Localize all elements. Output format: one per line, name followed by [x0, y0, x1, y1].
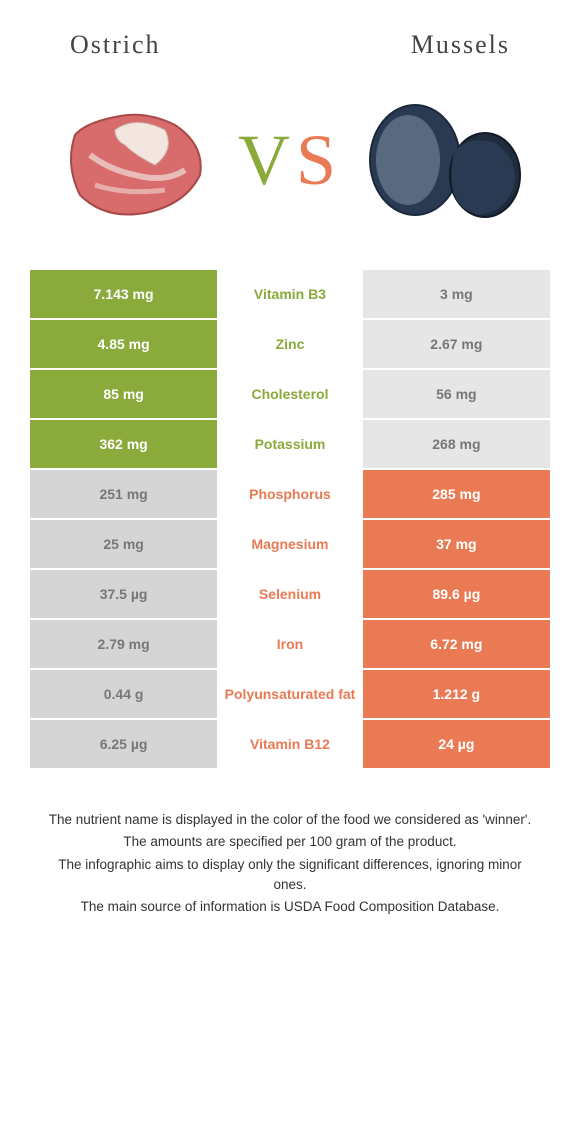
left-value: 6.25 µg — [30, 720, 217, 768]
right-value: 6.72 mg — [363, 620, 550, 668]
table-row: 7.143 mgVitamin B33 mg — [30, 270, 550, 318]
right-food-image — [360, 90, 530, 230]
nutrient-name: Polyunsaturated fat — [217, 670, 363, 718]
left-title: Ostrich — [70, 30, 161, 60]
right-value: 285 mg — [363, 470, 550, 518]
left-value: 0.44 g — [30, 670, 217, 718]
left-value: 251 mg — [30, 470, 217, 518]
table-row: 6.25 µgVitamin B1224 µg — [30, 720, 550, 768]
table-row: 2.79 mgIron6.72 mg — [30, 620, 550, 668]
left-food-image — [50, 90, 220, 230]
table-row: 25 mgMagnesium37 mg — [30, 520, 550, 568]
right-value: 1.212 g — [363, 670, 550, 718]
left-value: 37.5 µg — [30, 570, 217, 618]
nutrient-name: Selenium — [217, 570, 363, 618]
vs-label: VS — [238, 119, 342, 202]
left-value: 4.85 mg — [30, 320, 217, 368]
right-title: Mussels — [411, 30, 510, 60]
table-row: 37.5 µgSelenium89.6 µg — [30, 570, 550, 618]
table-row: 362 mgPotassium268 mg — [30, 420, 550, 468]
left-value: 2.79 mg — [30, 620, 217, 668]
nutrient-name: Zinc — [217, 320, 363, 368]
nutrient-table: 7.143 mgVitamin B33 mg4.85 mgZinc2.67 mg… — [30, 270, 550, 770]
nutrient-name: Vitamin B3 — [217, 270, 363, 318]
left-value: 85 mg — [30, 370, 217, 418]
footnote-line: The main source of information is USDA F… — [40, 897, 540, 917]
left-value: 362 mg — [30, 420, 217, 468]
table-row: 85 mgCholesterol56 mg — [30, 370, 550, 418]
left-value: 25 mg — [30, 520, 217, 568]
table-row: 4.85 mgZinc2.67 mg — [30, 320, 550, 368]
right-value: 3 mg — [363, 270, 550, 318]
vs-s: S — [296, 120, 342, 200]
nutrient-name: Phosphorus — [217, 470, 363, 518]
right-value: 268 mg — [363, 420, 550, 468]
image-row: VS — [30, 90, 550, 270]
right-value: 24 µg — [363, 720, 550, 768]
footnote: The nutrient name is displayed in the co… — [30, 810, 550, 917]
right-value: 89.6 µg — [363, 570, 550, 618]
table-row: 251 mgPhosphorus285 mg — [30, 470, 550, 518]
nutrient-name: Cholesterol — [217, 370, 363, 418]
left-value: 7.143 mg — [30, 270, 217, 318]
footnote-line: The amounts are specified per 100 gram o… — [40, 832, 540, 852]
nutrient-name: Potassium — [217, 420, 363, 468]
titles-row: Ostrich Mussels — [30, 20, 550, 90]
footnote-line: The nutrient name is displayed in the co… — [40, 810, 540, 830]
right-value: 37 mg — [363, 520, 550, 568]
nutrient-name: Vitamin B12 — [217, 720, 363, 768]
nutrient-name: Magnesium — [217, 520, 363, 568]
vs-v: V — [238, 120, 296, 200]
footnote-line: The infographic aims to display only the… — [40, 855, 540, 896]
right-value: 56 mg — [363, 370, 550, 418]
right-value: 2.67 mg — [363, 320, 550, 368]
table-row: 0.44 gPolyunsaturated fat1.212 g — [30, 670, 550, 718]
nutrient-name: Iron — [217, 620, 363, 668]
